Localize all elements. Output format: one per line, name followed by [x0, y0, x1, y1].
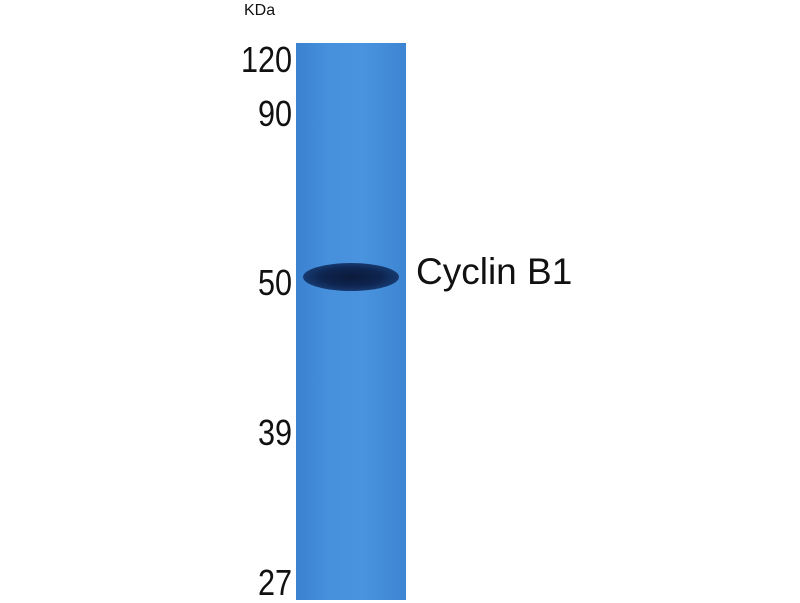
marker-50: 50	[257, 262, 292, 303]
marker-120: 120	[240, 39, 292, 80]
marker-90: 90	[257, 93, 292, 134]
unit-label: KDa	[244, 2, 276, 19]
protein-band	[303, 263, 399, 291]
band-label: Cyclin B1	[416, 251, 573, 292]
blot-lane	[296, 43, 406, 600]
marker-39: 39	[257, 412, 292, 453]
marker-27: 27	[257, 562, 292, 603]
